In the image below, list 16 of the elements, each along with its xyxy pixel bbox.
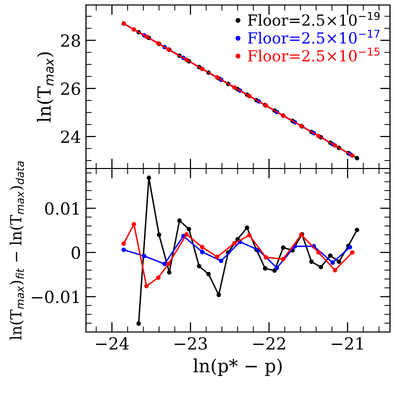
y-tick-label: 0.01 [45,202,79,215]
y-axis-title: ln(T$_{max}$) [36,52,54,122]
x-axis-title: ln(p* − p) [193,358,282,376]
y-tick-label: 28 [61,34,80,47]
legend-label: Floor=2.5×10$^{−15}$ [248,48,380,62]
y-tick-label: 24 [61,130,80,143]
y-axis-title: ln(T$_{max}$)$_{fit}$ − ln(T$_{max}$)$_{data}$ [10,161,24,340]
y-tick-label: −0.01 [32,290,79,304]
y-tick-label: 0 [72,246,80,260]
x-tick-label: −23 [174,337,207,350]
x-tick-label: −22 [253,337,285,350]
legend-label: Floor=2.5×10$^{−17}$ [248,30,380,44]
x-tick-label: −24 [96,337,129,350]
legend-label: Floor=2.5×10$^{−19}$ [248,12,380,26]
x-tick-label: −21 [332,337,363,350]
y-tick-label: 26 [61,82,80,95]
